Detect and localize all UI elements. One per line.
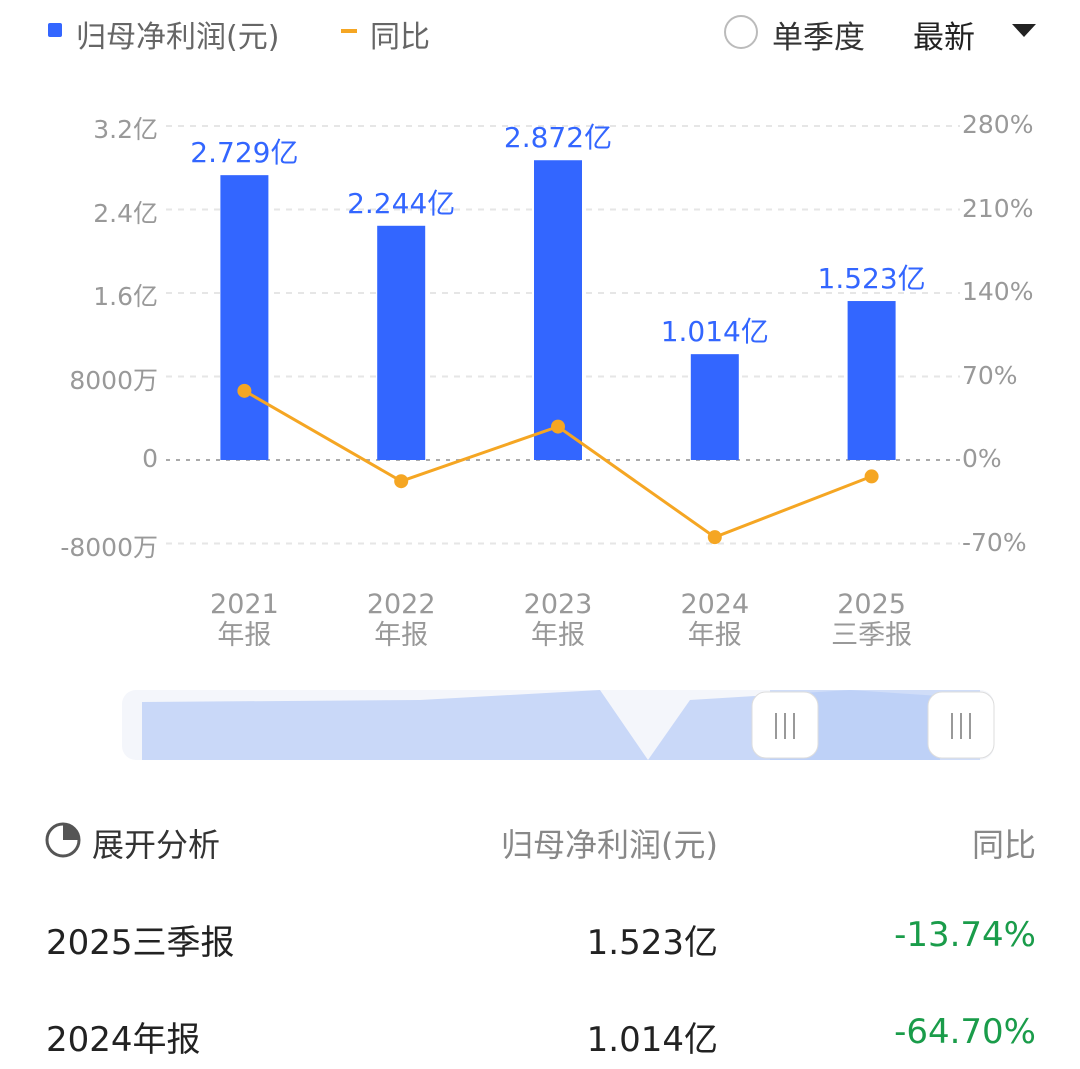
radio[interactable] <box>724 15 758 49</box>
y-tick-label: 1.6亿 <box>93 282 158 311</box>
x-tick-label: 2025 三季报 <box>831 589 913 651</box>
point <box>394 474 409 489</box>
y2-tick-label: 0% <box>962 444 1002 473</box>
x-tick-label: 2021 年报 <box>210 589 279 651</box>
legend-label: 同比 <box>370 20 430 55</box>
x-tick-label: 2022 年报 <box>366 589 436 651</box>
table-cell: 1.014亿 <box>586 1020 718 1060</box>
handle-grip <box>775 713 971 739</box>
toggle-label[interactable]: 单季度 <box>772 20 865 56</box>
analysis-icon <box>63 824 79 840</box>
y-tick-label: 2.4亿 <box>93 198 158 228</box>
bar <box>534 160 582 461</box>
table-cell: 2024年报 <box>46 1020 201 1060</box>
bar <box>220 175 269 460</box>
table-cell: 1.523亿 <box>586 923 718 963</box>
y2-tick-label: 140% <box>962 277 1034 306</box>
table-header: 归母净利润(元) <box>501 826 718 864</box>
y-tick-label: 0 <box>142 444 158 473</box>
y-tick-label: 8000万 <box>69 365 158 395</box>
legend-label: 归母净利润(元) <box>76 20 280 55</box>
y2-tick-label: 210% <box>962 193 1034 223</box>
table-header[interactable]: 展开分析 <box>92 826 221 864</box>
value-label: 2.244亿 <box>347 186 456 220</box>
legend-swatch <box>341 29 357 33</box>
bar <box>690 354 739 460</box>
y2-tick-label: 280% <box>962 110 1034 139</box>
dropdown-arrow[interactable] <box>1012 24 1036 37</box>
value-label: 2.729亿 <box>190 136 299 170</box>
point <box>864 469 879 484</box>
zoom-preview <box>142 690 940 760</box>
value-label: 1.523亿 <box>817 262 926 296</box>
y2-tick-label: 70% <box>962 360 1018 390</box>
bar <box>377 225 426 460</box>
x-tick-label: 2023 年报 <box>523 589 593 651</box>
point <box>237 383 252 398</box>
y-tick-label: 3.2亿 <box>93 115 158 144</box>
sort-label[interactable]: 最新 <box>913 20 975 56</box>
y2-tick-label: -70% <box>962 527 1027 557</box>
point <box>707 530 722 545</box>
table-cell: -13.74% <box>894 915 1036 955</box>
value-label: 1.014亿 <box>660 315 769 349</box>
table-header: 同比 <box>971 826 1036 864</box>
x-tick-label: 2024 年报 <box>680 589 750 651</box>
value-label: 2.872亿 <box>503 121 613 155</box>
table-cell: -64.70% <box>894 1012 1036 1052</box>
bar <box>847 301 896 460</box>
y-tick-label: -8000万 <box>60 532 158 562</box>
legend-swatch <box>48 23 62 37</box>
table-cell: 2025三季报 <box>46 923 235 963</box>
point <box>551 419 565 434</box>
